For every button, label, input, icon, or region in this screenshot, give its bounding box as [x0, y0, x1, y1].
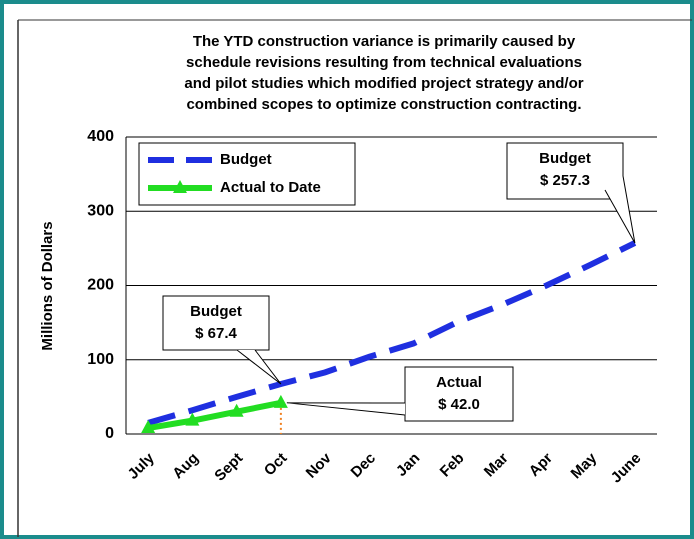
callout-pointer — [236, 349, 282, 385]
chart-title: schedule revisions resulting from techni… — [186, 54, 582, 71]
legend-label: Budget — [220, 151, 272, 168]
callout-text: Budget — [539, 150, 591, 167]
callout-text: Actual — [436, 374, 482, 391]
callout-text: $ 42.0 — [438, 396, 480, 413]
callout-pointer — [604, 175, 636, 244]
y-tick-label: 100 — [87, 351, 114, 368]
callout-pointer — [286, 402, 406, 416]
marker — [141, 420, 156, 434]
callout-text: Budget — [190, 303, 242, 320]
legend-label: Actual to Date — [220, 179, 321, 196]
series-line — [147, 399, 282, 432]
y-tick-label: 200 — [87, 277, 114, 294]
marker — [229, 403, 244, 417]
callout — [162, 295, 270, 351]
marker — [273, 394, 288, 408]
legend — [138, 142, 356, 206]
chart-title: The YTD construction variance is primari… — [193, 33, 576, 50]
series-line — [147, 240, 637, 426]
legend-marker — [173, 180, 187, 193]
y-axis-label: Millions of Dollars — [39, 221, 56, 350]
y-tick-label: 0 — [105, 425, 114, 442]
callout-text: $ 257.3 — [540, 172, 590, 189]
y-tick-label: 300 — [87, 202, 114, 219]
callout-text: $ 67.4 — [195, 325, 237, 342]
chart-title: and pilot studies which modified project… — [184, 75, 583, 92]
y-tick-label: 400 — [87, 128, 114, 145]
marker — [185, 412, 200, 426]
chart-title: combined scopes to optimize construction… — [186, 96, 581, 113]
